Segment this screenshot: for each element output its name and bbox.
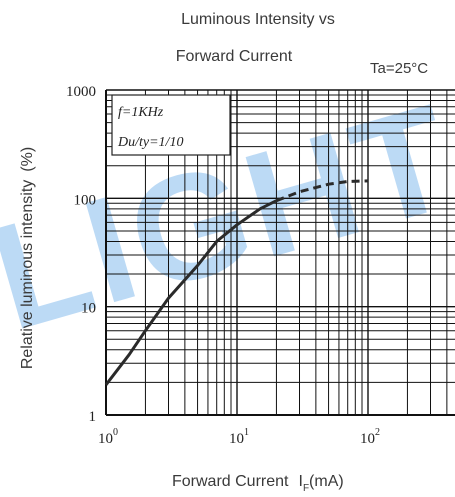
annotation-frequency: f=1KHz [118,105,164,120]
y-tick-label: 10 [81,301,96,317]
x-tick-label: 101 [229,427,249,447]
series-line-solid [104,199,278,386]
annotation-box [111,94,231,156]
tick-labels: 1 10 100 1000 100 101 102 [66,84,380,447]
series-layer [104,179,369,386]
y-tick-label: 1 [89,409,97,425]
x-tick-label: 100 [98,427,118,447]
y-tick-label: 100 [74,192,97,208]
chart-title-line1: Luminous Intensity vs [181,11,335,28]
chart-title-line2: Forward Current [176,48,293,65]
y-tick-label: 1000 [66,84,96,100]
series-line-dashed [275,179,369,203]
condition-label: Ta=25°C [370,60,428,77]
y-axis-label: Relative luminous intensity(%) [19,147,36,369]
x-axis-label: Forward Current IF(mA) [172,473,344,494]
annotation-duty: Du/ty=1/10 [117,135,183,150]
x-tick-label: 102 [360,427,380,447]
